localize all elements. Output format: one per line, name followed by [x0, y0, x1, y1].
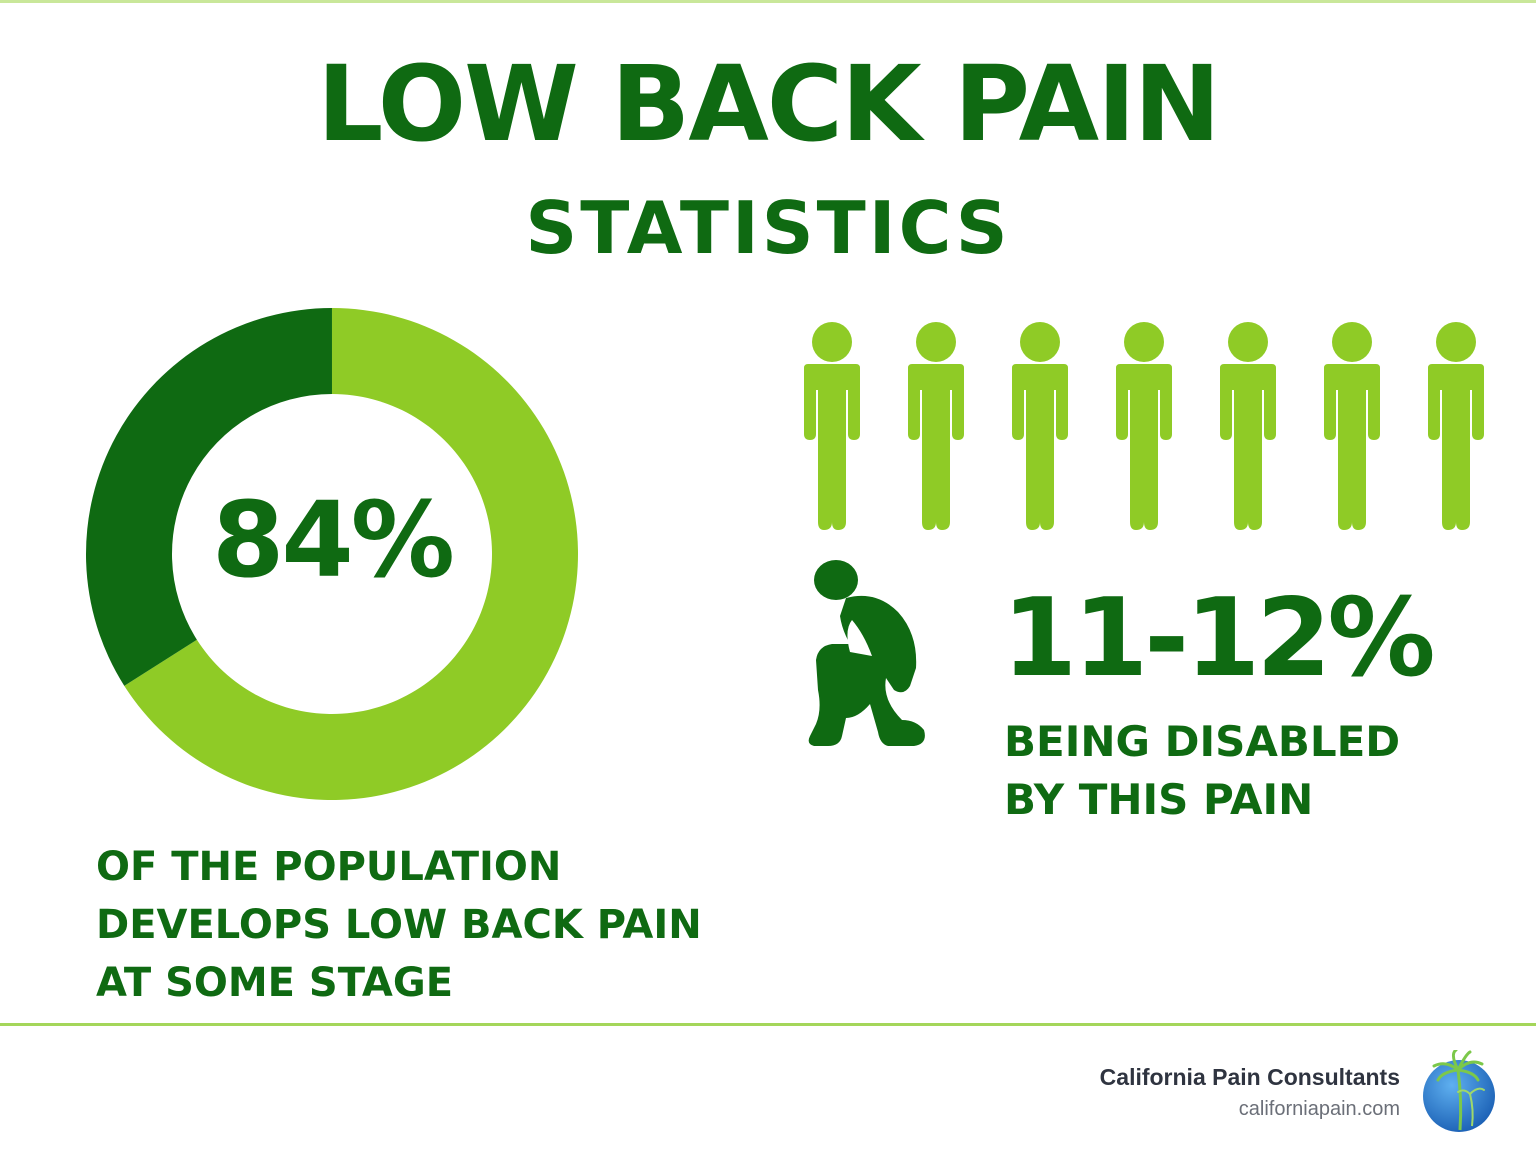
person-standing-icon	[1012, 322, 1068, 530]
disabled-line-2: BY THIS PAIN	[1004, 775, 1314, 824]
person-crouching-icon	[808, 560, 925, 746]
disabled-stat-description: BEING DISABLED BY THIS PAIN	[1004, 713, 1524, 829]
donut-segment-affected	[124, 308, 578, 801]
disabled-stat-value: 11-12%	[1002, 576, 1436, 701]
population-line-1: OF THE POPULATION	[96, 844, 562, 890]
donut-chart	[86, 308, 578, 801]
population-line-3: AT SOME STAGE	[96, 960, 454, 1006]
population-stat-description: OF THE POPULATION DEVELOPS LOW BACK PAIN…	[96, 838, 796, 1012]
person-standing-icon	[1324, 322, 1380, 530]
population-line-2: DEVELOPS LOW BACK PAIN	[96, 902, 702, 948]
donut-segment-remainder	[86, 308, 332, 686]
person-standing-icon	[1428, 322, 1484, 530]
population-stat-value: 84%	[212, 479, 455, 601]
person-standing-icon	[1220, 322, 1276, 530]
footer-divider	[0, 1023, 1536, 1026]
standing-people-row	[804, 322, 1484, 530]
palm-tree-logo-icon	[1423, 1050, 1495, 1132]
top-divider	[0, 0, 1536, 3]
footer-url: californiapain.com	[1238, 1098, 1400, 1120]
footer-brand-name: California Pain Consultants	[1099, 1064, 1400, 1090]
page-title: LOW BACK PAIN	[317, 43, 1221, 165]
person-standing-icon	[804, 322, 860, 530]
person-standing-icon	[1116, 322, 1172, 530]
page-subtitle: STATISTICS	[525, 186, 1011, 270]
disabled-line-1: BEING DISABLED	[1004, 717, 1401, 766]
person-standing-icon	[908, 322, 964, 530]
